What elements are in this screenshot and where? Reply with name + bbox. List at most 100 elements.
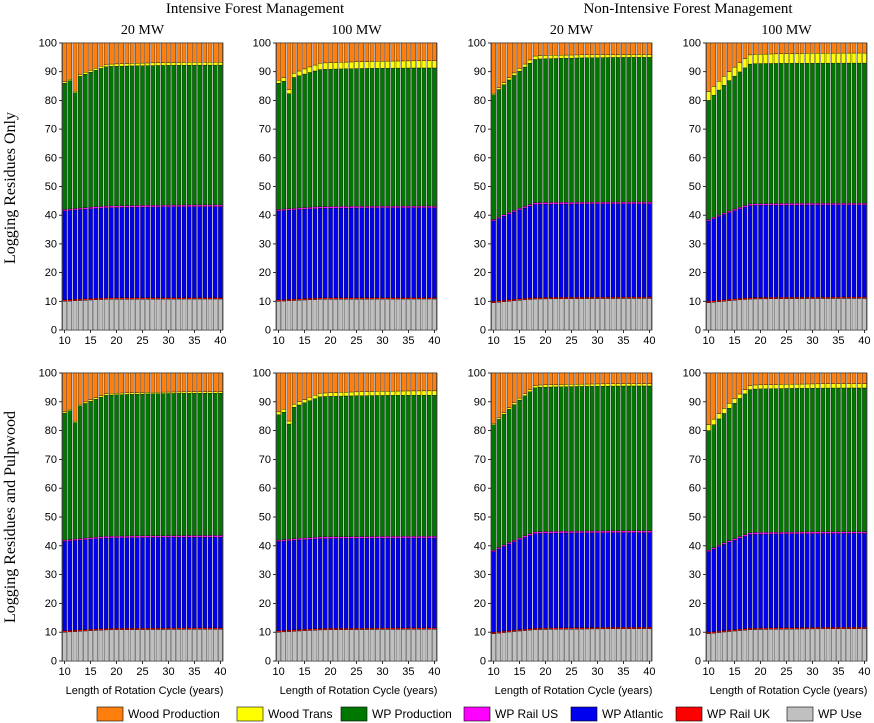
- bar-12-wp-rail-uk: [501, 630, 507, 633]
- bar-26-wood-production: [789, 42, 794, 54]
- bar-19-wp-production: [323, 396, 328, 537]
- bar-12-wp-rail-us: [286, 538, 292, 541]
- bar-18-wp-rail-uk: [747, 297, 753, 300]
- bar-27-wp-use: [150, 629, 156, 662]
- bar-25-wp-use: [784, 298, 789, 331]
- bar-22-wp-atlantic: [124, 537, 130, 629]
- bar-18-wp-production: [532, 59, 538, 203]
- bar-14-wp-rail-uk: [297, 298, 302, 301]
- bar-11-wood-production: [67, 372, 73, 410]
- bar-37-wp-use: [846, 298, 852, 331]
- bar-22-wp-production: [338, 68, 344, 207]
- bar-23-wp-use: [129, 298, 135, 331]
- bar-18-wp-production: [103, 66, 109, 207]
- bar-16-wp-rail-us: [737, 207, 742, 210]
- bar-29-wp-production: [161, 65, 166, 206]
- bar-21-wp-rail-uk: [333, 628, 338, 630]
- bar-19-wood-production: [109, 42, 114, 65]
- bar-25-wp-use: [140, 629, 145, 662]
- bar-38-wp-use: [851, 628, 857, 662]
- bar-25-wp-atlantic: [784, 204, 789, 298]
- bar-21-wp-use: [763, 298, 768, 331]
- bar-27-wood-production: [579, 42, 585, 56]
- bar-14-wp-rail-uk: [727, 299, 732, 301]
- bar-21-wp-use: [763, 629, 768, 662]
- bar-15-wp-rail-uk: [88, 298, 93, 301]
- bar-26-wp-atlantic: [574, 532, 579, 628]
- bar-28-wp-rail-uk: [155, 297, 161, 300]
- bar-22-wp-production: [124, 65, 130, 206]
- bar-10-wood-production: [276, 42, 281, 81]
- bar-35-wp-rail-uk: [621, 627, 626, 629]
- bar-21-wood-production: [763, 372, 768, 385]
- bar-31-wp-rail-us: [600, 201, 605, 204]
- bar-26-wp-rail-uk: [145, 627, 150, 630]
- bar-27-wp-use: [150, 298, 156, 331]
- bar-32-wood-trans: [176, 62, 182, 66]
- bar-19-wp-use: [109, 299, 114, 331]
- bar-13-wp-rail-us: [506, 542, 512, 545]
- bar-18-wood-production: [532, 42, 538, 57]
- bar-31-wp-use: [600, 298, 605, 331]
- bar-11-wp-rail-us: [281, 539, 287, 542]
- bar-37-wp-use: [416, 629, 422, 662]
- bar-26-wood-production: [359, 42, 364, 62]
- bar-15-wp-use: [302, 630, 307, 662]
- bar-35-wood-production: [836, 42, 841, 54]
- x-tick-label: 20: [110, 335, 122, 347]
- bar-33-wp-production: [610, 57, 616, 203]
- bar-34-wp-rail-uk: [401, 297, 406, 300]
- bar-34-wp-rail-uk: [616, 296, 621, 299]
- bar-39-wp-atlantic: [641, 532, 647, 628]
- bar-24-wp-use: [564, 629, 569, 662]
- bar-23-wp-production: [558, 58, 564, 203]
- bar-34-wood-production: [831, 42, 836, 54]
- bar-38-wp-use: [421, 629, 427, 662]
- bar-26-wood-production: [574, 42, 579, 56]
- bar-12-wp-atlantic: [501, 216, 507, 301]
- bar-17-wp-rail-uk: [742, 628, 748, 631]
- bar-18-wp-rail-us: [103, 205, 109, 208]
- bar-21-wp-production: [333, 396, 338, 537]
- bar-14-wp-use: [512, 631, 517, 662]
- bar-12-wood-production: [716, 42, 722, 82]
- bar-27-wp-use: [364, 629, 370, 662]
- bar-13-wp-production: [291, 407, 297, 539]
- bar-36-wp-use: [411, 629, 416, 662]
- bar-22-wp-rail-us: [553, 531, 559, 534]
- bar-33-wp-use: [610, 298, 616, 331]
- bar-36-wood-production: [197, 372, 202, 392]
- bar-34-wp-rail-us: [401, 536, 406, 539]
- bar-20-wood-production: [543, 372, 548, 386]
- bar-14-wood-trans: [512, 72, 517, 76]
- bar-33-wp-use: [825, 628, 831, 662]
- bar-39-wp-production: [856, 62, 862, 204]
- bar-27-wp-atlantic: [364, 207, 370, 298]
- bar-37-wp-atlantic: [846, 533, 852, 628]
- bar-20-wp-production: [328, 396, 333, 537]
- bar-14-wp-rail-uk: [727, 629, 732, 632]
- bar-11-wp-production: [496, 89, 502, 218]
- bar-22-wp-atlantic: [553, 203, 559, 298]
- legend-item-wp-rail-us: WP Rail US: [463, 706, 558, 722]
- y-tick-label: 20: [474, 598, 486, 610]
- bar-29-wp-rail-us: [161, 204, 166, 208]
- bar-40-wp-atlantic: [218, 206, 223, 298]
- bar-29-wp-atlantic: [161, 537, 166, 629]
- bar-30-wp-rail-uk: [810, 627, 815, 630]
- bar-16-wp-production: [522, 395, 527, 536]
- bar-31-wp-rail-uk: [600, 627, 605, 630]
- column-title-non-intensive: Non-Intensive Forest Management: [583, 1, 793, 17]
- bar-14-wp-production: [727, 408, 732, 541]
- bar-16-wp-rail-uk: [522, 628, 527, 631]
- bar-38-wood-production: [636, 372, 642, 384]
- bar-15-wp-rail-us: [732, 538, 737, 541]
- bar-22-wp-rail-uk: [768, 627, 774, 630]
- bar-39-wp-production: [641, 385, 647, 531]
- bar-30-wp-rail-us: [595, 530, 600, 533]
- bar-26-wp-rail-us: [574, 202, 579, 205]
- bar-27-wood-production: [794, 42, 800, 54]
- bar-19-wp-production: [109, 394, 114, 537]
- bar-20-wp-rail-us: [543, 202, 548, 205]
